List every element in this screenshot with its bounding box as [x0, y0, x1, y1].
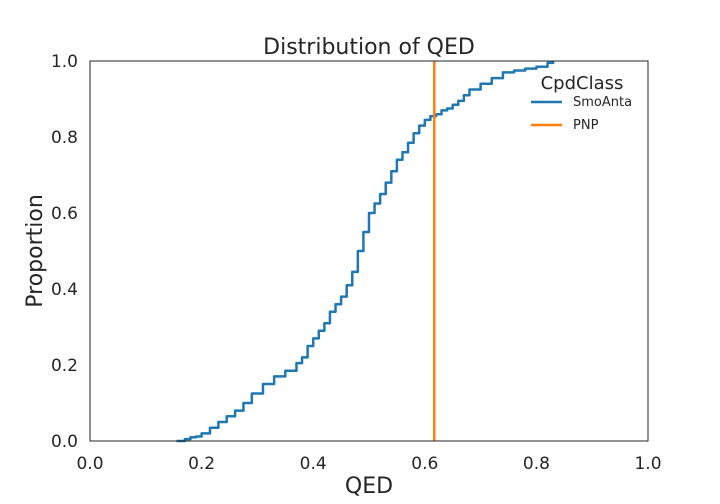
x-tick-label: 0.4	[300, 454, 327, 474]
x-tick-label: 0.8	[523, 454, 550, 474]
x-tick-label: 0.6	[411, 454, 438, 474]
legend: CpdClass SmoAnta PNP	[531, 73, 632, 133]
y-tick-label: 0.4	[51, 280, 78, 300]
y-tick-label: 0.2	[51, 356, 78, 376]
y-axis-ticks: 0.0 0.2 0.4 0.6 0.8 1.0	[51, 52, 78, 452]
chart-title: Distribution of QED	[263, 35, 475, 60]
y-tick-label: 1.0	[51, 52, 78, 72]
legend-label: PNP	[573, 118, 599, 133]
y-tick-label: 0.0	[51, 432, 78, 452]
y-axis-label: Proportion	[23, 194, 48, 308]
y-tick-label: 0.6	[51, 204, 78, 224]
x-axis-label: QED	[345, 474, 393, 499]
x-axis-ticks: 0.0 0.2 0.4 0.6 0.8 1.0	[76, 454, 661, 474]
x-tick-label: 0.0	[76, 454, 103, 474]
x-tick-label: 1.0	[634, 454, 661, 474]
legend-label: SmoAnta	[573, 95, 632, 110]
y-tick-label: 0.8	[51, 128, 78, 148]
plot-frame	[89, 60, 649, 442]
x-tick-label: 0.2	[188, 454, 215, 474]
series-line-smoanta	[176, 61, 555, 443]
legend-title: CpdClass	[541, 73, 624, 94]
plot-area	[176, 61, 555, 443]
